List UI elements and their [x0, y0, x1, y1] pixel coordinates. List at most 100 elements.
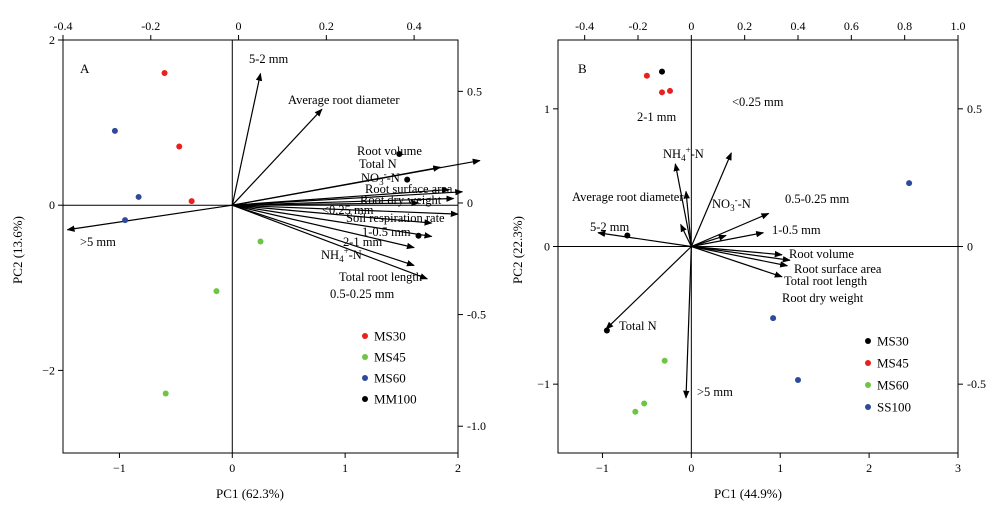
y-tick-label: 0 — [49, 198, 55, 212]
loading-arrow-lt-0-25-mm — [690, 152, 732, 247]
x-axis-title: PC1 (62.3%) — [216, 486, 284, 501]
loading-arrow-total-n — [605, 246, 692, 330]
top-tick-label: -0.2 — [629, 19, 648, 33]
loading-label-0-5-0-25-mm: 0.5-0.25 mm — [785, 192, 850, 206]
x-tick-label: −1 — [596, 461, 609, 475]
legend-label-ms30: MS30 — [877, 334, 909, 349]
score-point-ms45 — [659, 89, 665, 96]
loading-label-lt-0-25-mm: <0.25 mm — [732, 95, 784, 109]
loading-arrow-0-5-0-25-mm — [232, 204, 429, 280]
y-tick-label: 0 — [544, 240, 550, 254]
right-tick-label: 0 — [467, 196, 473, 210]
loading-label-no3-n: NO3--N — [361, 169, 400, 187]
top-tick-label: -0.4 — [54, 19, 73, 33]
legend-label-ms60: MS60 — [877, 378, 909, 393]
x-tick-label: −1 — [113, 461, 126, 475]
score-point-ms60 — [661, 357, 668, 364]
score-point-mm100 — [404, 176, 411, 183]
loading-arrow-nh4plus-n — [232, 204, 415, 250]
top-tick-label: 0.4 — [791, 19, 806, 33]
loading-arrow-lt-0-25-mm — [232, 199, 420, 207]
panel-letter: B — [578, 61, 587, 76]
loading-arrow-average-root-diameter — [680, 223, 692, 247]
loading-label-total-n: Total N — [359, 157, 397, 171]
loading-arrow-2-1-mm — [673, 163, 692, 247]
loading-label-2-1-mm: 2-1 mm — [637, 110, 677, 124]
score-point-ms45 — [213, 288, 220, 295]
loading-arrow-root-volume — [691, 245, 783, 258]
loading-label-1-0-5-mm: 1-0.5 mm — [772, 223, 821, 237]
y-tick-label: −1 — [537, 377, 550, 391]
panel-a: −1 0 1 2−202-0.4 -0.2 0 0.2 0.40.50-0.5-1.0PC1 … — [10, 19, 486, 501]
legend: MS30 MS45 MS60 MM100 — [362, 329, 417, 407]
loading-label-nh4plus-n: NH4+-N — [321, 246, 362, 264]
score-point-ms30 — [176, 143, 183, 150]
loading-arrow-nh4plus-n — [683, 190, 692, 247]
loading-label-root-volume: Root volume — [789, 247, 854, 261]
score-point-ms45 — [162, 390, 169, 397]
legend-marker-mm100 — [362, 396, 368, 402]
loading-arrow-root-surface-area — [232, 189, 464, 206]
top-tick-label: -0.2 — [141, 19, 160, 33]
score-point-ms30 — [603, 327, 610, 334]
plot-frame — [62, 39, 459, 454]
x-tick-label: 3 — [955, 461, 961, 475]
legend-label-ms45: MS45 — [374, 350, 406, 365]
x-tick-label: 1 — [777, 461, 783, 475]
top-tick-label: 0 — [688, 19, 694, 33]
score-point-ss100 — [906, 180, 913, 187]
right-tick-label: -1.0 — [467, 419, 486, 433]
top-tick-label: -0.4 — [575, 19, 594, 33]
y-tick-label: −2 — [42, 363, 55, 377]
loading-arrow-5-2-mm — [597, 230, 692, 248]
right-tick-label: 0.5 — [967, 102, 982, 116]
top-tick-label: 0.4 — [407, 19, 422, 33]
score-point-ss100 — [795, 377, 801, 384]
loading-label-gt-5-mm: >5 mm — [697, 385, 733, 399]
loading-arrow-average-root-diameter — [231, 108, 323, 206]
panel-b: −1 0 1 2 3 −1 0 1 -0.4 -0.2 0 0.2 0.4 0.6 0.8 1.0 0.5 0 -0… — [510, 19, 986, 501]
y-axis-title: PC2 (13.6%) — [10, 216, 25, 284]
score-point-ms60 — [135, 193, 142, 200]
score-point-ms60 — [111, 127, 118, 134]
legend-label-ms60: MS60 — [374, 371, 406, 386]
loading-label-nh4plus-n: NH4+-N — [663, 145, 704, 163]
legend-label-ss100: SS100 — [877, 400, 911, 415]
score-point-mm100 — [415, 232, 422, 239]
score-point-ms30 — [659, 68, 665, 75]
loading-label-root-surface-area: Root surface area — [794, 262, 882, 276]
legend-label-ms30: MS30 — [374, 329, 406, 344]
loading-label-total-root-length: Total root length — [339, 270, 423, 284]
loading-label-no3-n: NO3--N — [712, 195, 751, 213]
loading-arrow-total-root-length — [232, 204, 415, 267]
loading-label-total-root-length: Total root length — [784, 274, 868, 288]
top-tick-label: 0 — [236, 19, 242, 33]
loading-arrow-gt-5-mm — [66, 204, 233, 232]
loading-arrow-root-dry-weight — [691, 245, 783, 278]
panel-letter: A — [80, 61, 90, 76]
loading-label-gt-5-mm: >5 mm — [80, 235, 116, 249]
loading-arrow-soil-respiration-rate — [232, 204, 459, 218]
legend-label-ms45: MS45 — [877, 356, 909, 371]
legend: MS30 MS45 MS60 SS100 — [865, 334, 911, 415]
loading-arrow-5-2-mm — [231, 72, 263, 206]
loading-label-average-root-diameter: Average root diameter — [572, 190, 684, 204]
loading-label-0-5-0-25-mm: 0.5-0.25 mm — [330, 287, 395, 301]
y-tick-label: 2 — [49, 33, 55, 47]
legend-marker-ms45 — [362, 354, 368, 360]
score-point-ms45 — [643, 72, 650, 79]
score-point-mm100 — [396, 150, 403, 157]
score-point-ms60 — [122, 217, 129, 224]
score-point-ms45 — [667, 87, 673, 94]
score-point-ms30 — [624, 232, 631, 239]
x-tick-label: 2 — [455, 461, 461, 475]
legend-marker-ms45 — [865, 360, 871, 366]
x-tick-label: 1 — [342, 461, 348, 475]
legend-label-mm100: MM100 — [374, 392, 417, 407]
legend-marker-ms30 — [362, 333, 368, 339]
loading-label-5-2-mm: 5-2 mm — [249, 52, 289, 66]
score-point-ms60 — [632, 408, 639, 415]
top-tick-label: 0.8 — [897, 19, 912, 33]
x-tick-label: 0 — [688, 461, 694, 475]
